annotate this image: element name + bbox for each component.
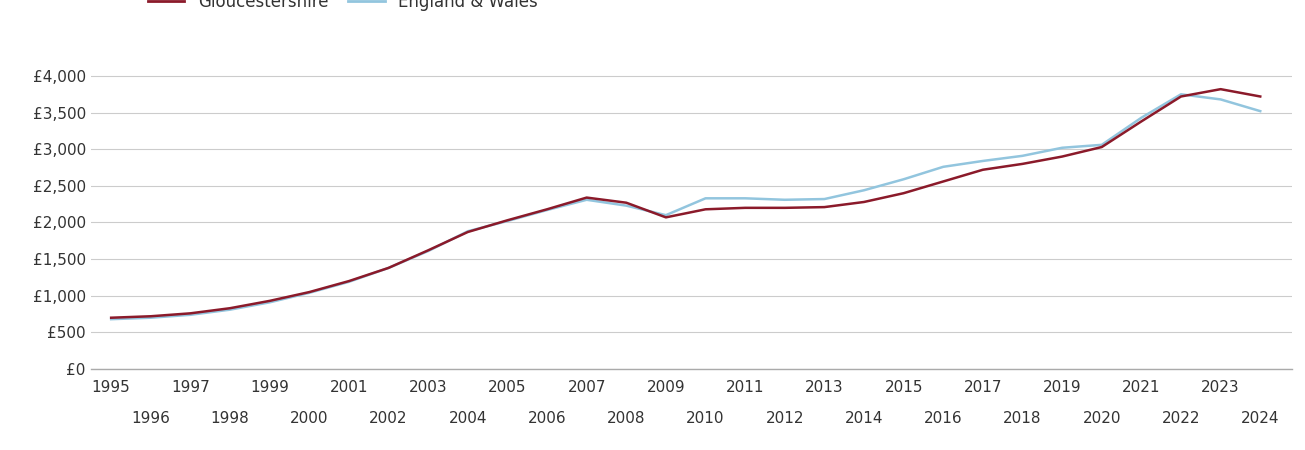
Gloucestershire	[500, 218, 515, 223]
Gloucestershire	[776, 205, 792, 211]
England & Wales	[1253, 108, 1268, 114]
England & Wales	[144, 315, 159, 320]
Gloucestershire	[1015, 161, 1031, 166]
Text: 2000: 2000	[290, 411, 329, 426]
Gloucestershire	[895, 190, 911, 196]
England & Wales	[895, 176, 911, 182]
England & Wales	[1134, 115, 1150, 121]
Gloucestershire	[539, 207, 555, 212]
Text: 2024: 2024	[1241, 411, 1279, 426]
England & Wales	[1015, 153, 1031, 158]
England & Wales	[103, 316, 119, 322]
England & Wales	[183, 312, 198, 318]
Gloucestershire	[737, 205, 753, 211]
Text: 2008: 2008	[607, 411, 646, 426]
England & Wales	[1054, 145, 1070, 150]
England & Wales	[341, 279, 356, 284]
England & Wales	[619, 203, 634, 208]
England & Wales	[301, 290, 317, 296]
Gloucestershire	[144, 314, 159, 319]
England & Wales	[459, 229, 475, 234]
England & Wales	[579, 197, 595, 202]
Gloucestershire	[975, 167, 990, 172]
Text: 2002: 2002	[369, 411, 407, 426]
Legend: Gloucestershire, England & Wales: Gloucestershire, England & Wales	[147, 0, 538, 11]
Gloucestershire	[1134, 119, 1150, 124]
Gloucestershire	[936, 179, 951, 184]
England & Wales	[856, 188, 872, 193]
Gloucestershire	[183, 310, 198, 316]
Line: Gloucestershire: Gloucestershire	[111, 89, 1261, 318]
Gloucestershire	[341, 279, 356, 284]
Text: 2018: 2018	[1004, 411, 1041, 426]
Gloucestershire	[381, 265, 397, 270]
England & Wales	[658, 212, 673, 218]
England & Wales	[1212, 97, 1228, 102]
England & Wales	[500, 218, 515, 224]
Text: 2016: 2016	[924, 411, 963, 426]
Text: 2010: 2010	[686, 411, 724, 426]
England & Wales	[776, 197, 792, 202]
Gloucestershire	[658, 215, 673, 220]
England & Wales	[698, 196, 714, 201]
England & Wales	[420, 248, 436, 254]
Text: 2020: 2020	[1083, 411, 1121, 426]
Text: 2012: 2012	[766, 411, 804, 426]
Text: 2014: 2014	[844, 411, 883, 426]
England & Wales	[1173, 92, 1189, 97]
Gloucestershire	[856, 199, 872, 205]
Gloucestershire	[1253, 94, 1268, 99]
Line: England & Wales: England & Wales	[111, 94, 1261, 319]
Gloucestershire	[1212, 86, 1228, 92]
Gloucestershire	[1094, 144, 1109, 150]
Text: 2006: 2006	[527, 411, 566, 426]
England & Wales	[1094, 142, 1109, 148]
Gloucestershire	[579, 195, 595, 200]
Gloucestershire	[619, 200, 634, 205]
England & Wales	[817, 196, 833, 202]
England & Wales	[222, 307, 238, 312]
England & Wales	[262, 300, 278, 305]
England & Wales	[975, 158, 990, 164]
Text: 1996: 1996	[132, 411, 170, 426]
Text: 2004: 2004	[449, 411, 487, 426]
Gloucestershire	[420, 248, 436, 253]
Gloucestershire	[459, 230, 475, 235]
England & Wales	[936, 164, 951, 170]
Text: 2022: 2022	[1161, 411, 1201, 426]
Gloucestershire	[262, 298, 278, 304]
Gloucestershire	[698, 207, 714, 212]
Gloucestershire	[1054, 154, 1070, 159]
Gloucestershire	[817, 204, 833, 210]
Text: 1998: 1998	[210, 411, 249, 426]
Gloucestershire	[301, 289, 317, 295]
England & Wales	[539, 207, 555, 213]
Gloucestershire	[103, 315, 119, 320]
England & Wales	[381, 265, 397, 270]
Gloucestershire	[222, 306, 238, 311]
Gloucestershire	[1173, 94, 1189, 99]
England & Wales	[737, 196, 753, 201]
